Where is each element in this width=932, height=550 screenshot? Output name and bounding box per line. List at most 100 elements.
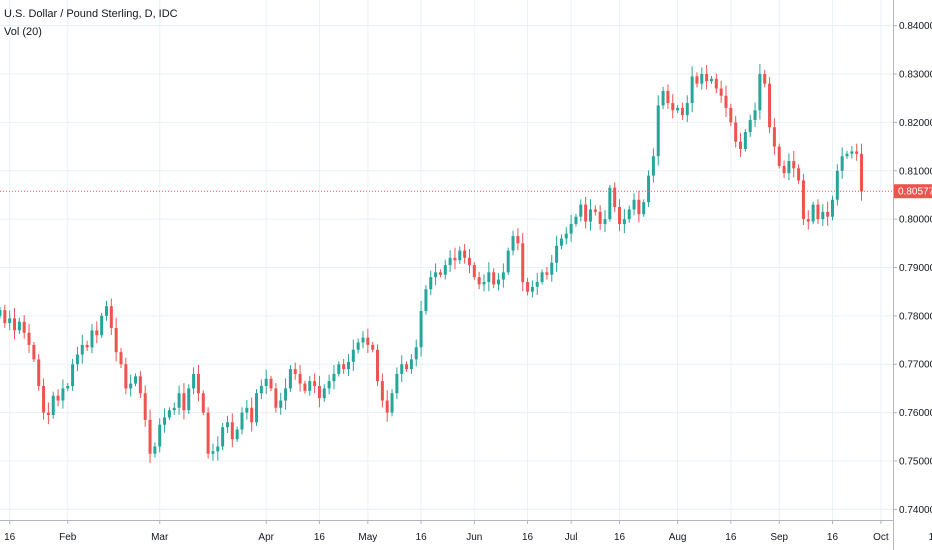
candle-body[interactable] xyxy=(709,78,713,82)
candle-body[interactable] xyxy=(579,204,583,217)
candle-body[interactable] xyxy=(700,74,704,84)
candle-body[interactable] xyxy=(690,76,694,104)
candle-body[interactable] xyxy=(453,257,457,261)
candle-body[interactable] xyxy=(492,272,496,285)
candle-body[interactable] xyxy=(46,412,50,416)
candle-body[interactable] xyxy=(313,381,317,387)
candle-body[interactable] xyxy=(317,386,321,399)
candle-body[interactable] xyxy=(56,395,60,401)
candle-body[interactable] xyxy=(192,373,196,389)
candle-body[interactable] xyxy=(719,88,723,96)
candle-body[interactable] xyxy=(235,429,239,440)
candle-body[interactable] xyxy=(685,103,689,116)
candle-body[interactable] xyxy=(729,107,733,123)
candle-body[interactable] xyxy=(821,211,825,220)
candle-body[interactable] xyxy=(608,187,612,220)
candle-body[interactable] xyxy=(840,156,844,171)
candle-body[interactable] xyxy=(167,410,171,418)
candle-body[interactable] xyxy=(342,364,346,370)
candle-body[interactable] xyxy=(264,378,268,387)
candle-body[interactable] xyxy=(255,393,259,423)
candle-body[interactable] xyxy=(332,373,336,382)
candle-body[interactable] xyxy=(279,400,283,408)
candle-body[interactable] xyxy=(739,141,743,149)
candle-body[interactable] xyxy=(574,216,578,224)
candle-body[interactable] xyxy=(521,243,525,283)
candle-body[interactable] xyxy=(550,262,554,275)
candle-body[interactable] xyxy=(627,209,631,220)
candle-body[interactable] xyxy=(811,204,815,222)
candle-body[interactable] xyxy=(569,223,573,234)
candle-body[interactable] xyxy=(797,168,801,181)
candle-body[interactable] xyxy=(405,364,409,370)
candle-body[interactable] xyxy=(782,165,786,174)
candle-body[interactable] xyxy=(303,383,307,391)
candle-body[interactable] xyxy=(603,219,607,224)
candle-body[interactable] xyxy=(559,238,563,246)
candle-body[interactable] xyxy=(434,272,438,278)
candle-body[interactable] xyxy=(400,364,404,374)
candle-body[interactable] xyxy=(777,146,781,166)
candle-body[interactable] xyxy=(134,376,138,384)
candle-body[interactable] xyxy=(17,321,21,331)
candle-body[interactable] xyxy=(487,272,491,283)
candle-body[interactable] xyxy=(482,282,486,285)
candle-body[interactable] xyxy=(13,318,17,331)
candle-body[interactable] xyxy=(22,321,26,333)
candle-body[interactable] xyxy=(337,364,341,374)
candle-body[interactable] xyxy=(95,330,99,336)
candle-body[interactable] xyxy=(845,153,849,157)
candle-body[interactable] xyxy=(748,119,752,133)
candle-body[interactable] xyxy=(143,393,147,420)
candle-body[interactable] xyxy=(758,74,762,111)
candle-body[interactable] xyxy=(419,311,423,348)
candle-body[interactable] xyxy=(593,209,597,212)
candle-body[interactable] xyxy=(676,107,680,111)
candle-body[interactable] xyxy=(714,78,718,89)
candle-body[interactable] xyxy=(80,344,84,355)
candle-body[interactable] xyxy=(409,359,413,370)
candle-body[interactable] xyxy=(61,388,65,401)
candle-body[interactable] xyxy=(787,161,791,174)
candle-body[interactable] xyxy=(414,347,418,360)
candle-body[interactable] xyxy=(376,349,380,382)
candle-body[interactable] xyxy=(75,354,79,365)
candle-body[interactable] xyxy=(274,388,278,408)
candle-body[interactable] xyxy=(598,211,602,224)
candle-body[interactable] xyxy=(540,272,544,283)
candle-body[interactable] xyxy=(651,156,655,176)
candle-body[interactable] xyxy=(647,175,651,203)
candle-body[interactable] xyxy=(230,422,234,440)
candle-body[interactable] xyxy=(37,359,41,387)
candle-body[interactable] xyxy=(835,170,839,200)
candle-body[interactable] xyxy=(42,386,46,413)
candle-body[interactable] xyxy=(448,257,452,266)
candle-body[interactable] xyxy=(661,90,665,106)
candle-body[interactable] xyxy=(526,282,530,292)
candle-body[interactable] xyxy=(680,107,684,116)
candle-body[interactable] xyxy=(564,233,568,239)
candle-body[interactable] xyxy=(240,412,244,430)
candle-body[interactable] xyxy=(90,330,94,348)
candle-body[interactable] xyxy=(458,250,462,261)
candle-body[interactable] xyxy=(734,122,738,142)
candle-body[interactable] xyxy=(293,369,297,374)
candle-body[interactable] xyxy=(361,337,365,343)
candle-body[interactable] xyxy=(438,272,442,275)
candle-body[interactable] xyxy=(467,257,471,266)
candle-body[interactable] xyxy=(284,388,288,401)
candle-body[interactable] xyxy=(201,393,205,413)
candle-body[interactable] xyxy=(385,400,389,413)
candle-body[interactable] xyxy=(269,378,273,389)
candle-body[interactable] xyxy=(535,282,539,287)
candle-body[interactable] xyxy=(71,364,75,387)
candle-body[interactable] xyxy=(177,393,181,408)
candle-body[interactable] xyxy=(172,407,176,411)
candle-body[interactable] xyxy=(429,277,433,290)
candle-body[interactable] xyxy=(100,315,104,336)
candle-body[interactable] xyxy=(225,422,229,428)
candle-body[interactable] xyxy=(395,373,399,394)
candle-body[interactable] xyxy=(250,407,254,423)
candle-body[interactable] xyxy=(555,245,559,263)
